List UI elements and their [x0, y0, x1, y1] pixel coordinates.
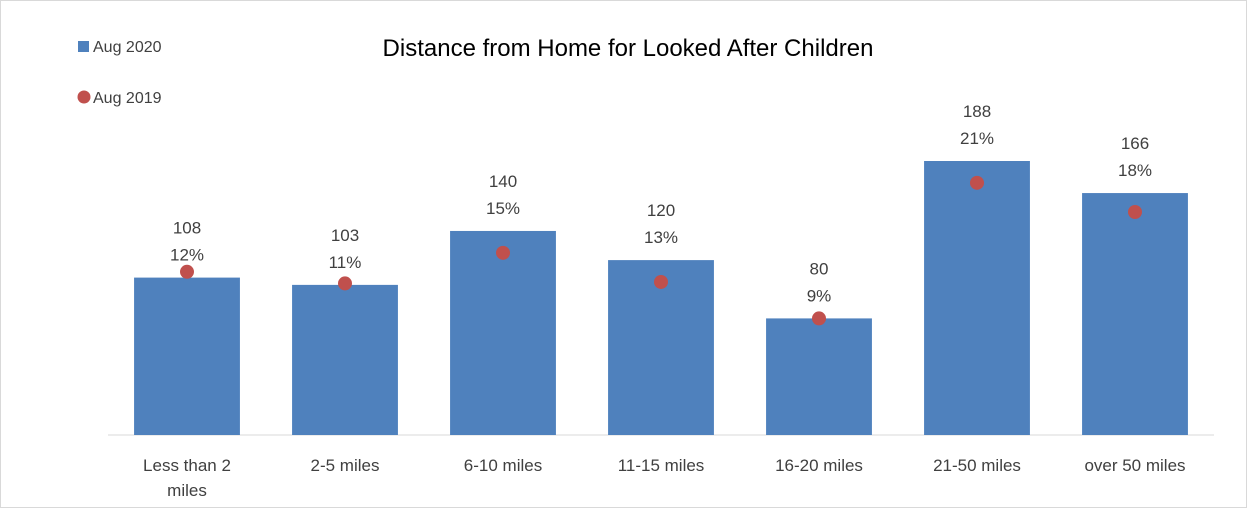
data-label-percent: 15%: [486, 199, 520, 218]
marker-point: [338, 276, 352, 291]
x-tick-label: over 50 miles: [1084, 456, 1185, 475]
bar: [924, 161, 1030, 435]
marker-point: [496, 245, 510, 260]
data-label-percent: 9%: [807, 286, 832, 305]
legend-marker-aug-2019: [77, 90, 91, 104]
data-label-percent: 18%: [1118, 161, 1152, 180]
x-tick-label: miles: [167, 481, 207, 500]
x-tick-label: 6-10 miles: [464, 456, 542, 475]
marker-point: [180, 264, 194, 279]
marker-series: [180, 175, 1142, 326]
marker-point: [812, 311, 826, 326]
bar: [766, 318, 872, 435]
legend: Aug 2020 Aug 2019: [77, 39, 162, 107]
chart-title: Distance from Home for Looked After Chil…: [383, 35, 874, 62]
data-label-count: 108: [173, 219, 201, 238]
bar: [1082, 193, 1188, 435]
bar: [134, 277, 240, 435]
data-label-count: 103: [331, 226, 359, 245]
legend-swatch-aug-2020: [78, 41, 89, 52]
data-label-percent: 12%: [170, 246, 204, 265]
x-tick-label: 16-20 miles: [775, 456, 863, 475]
data-label-count: 188: [963, 102, 991, 121]
bar: [450, 230, 556, 435]
x-tick-label: 21-50 miles: [933, 456, 1021, 475]
data-label-percent: 21%: [960, 129, 994, 148]
x-axis-tick-labels: Less than 2 miles 2-5 miles 6-10 miles 11-15…: [143, 456, 1186, 500]
data-labels: 108 12% 103 11% 140 15% 120 13% 80 9% 188 21% 166 18%: [170, 102, 1152, 305]
legend-label-aug-2019: Aug 2019: [93, 90, 162, 107]
x-tick-label: Less than 2: [143, 456, 231, 475]
bar-series: [134, 161, 1188, 435]
data-label-percent: 11%: [329, 253, 362, 272]
marker-point: [654, 274, 668, 289]
data-label-count: 140: [489, 172, 517, 191]
bar: [608, 260, 714, 435]
data-label-count: 120: [647, 201, 675, 220]
data-label-count: 80: [810, 259, 829, 278]
x-tick-label: 11-15 miles: [618, 456, 705, 475]
marker-point: [970, 175, 984, 190]
data-label-count: 166: [1121, 134, 1149, 153]
bar: [292, 284, 398, 435]
data-label-percent: 13%: [644, 228, 678, 247]
x-tick-label: 2-5 miles: [311, 456, 380, 475]
marker-point: [1128, 205, 1142, 220]
legend-label-aug-2020: Aug 2020: [93, 39, 162, 56]
